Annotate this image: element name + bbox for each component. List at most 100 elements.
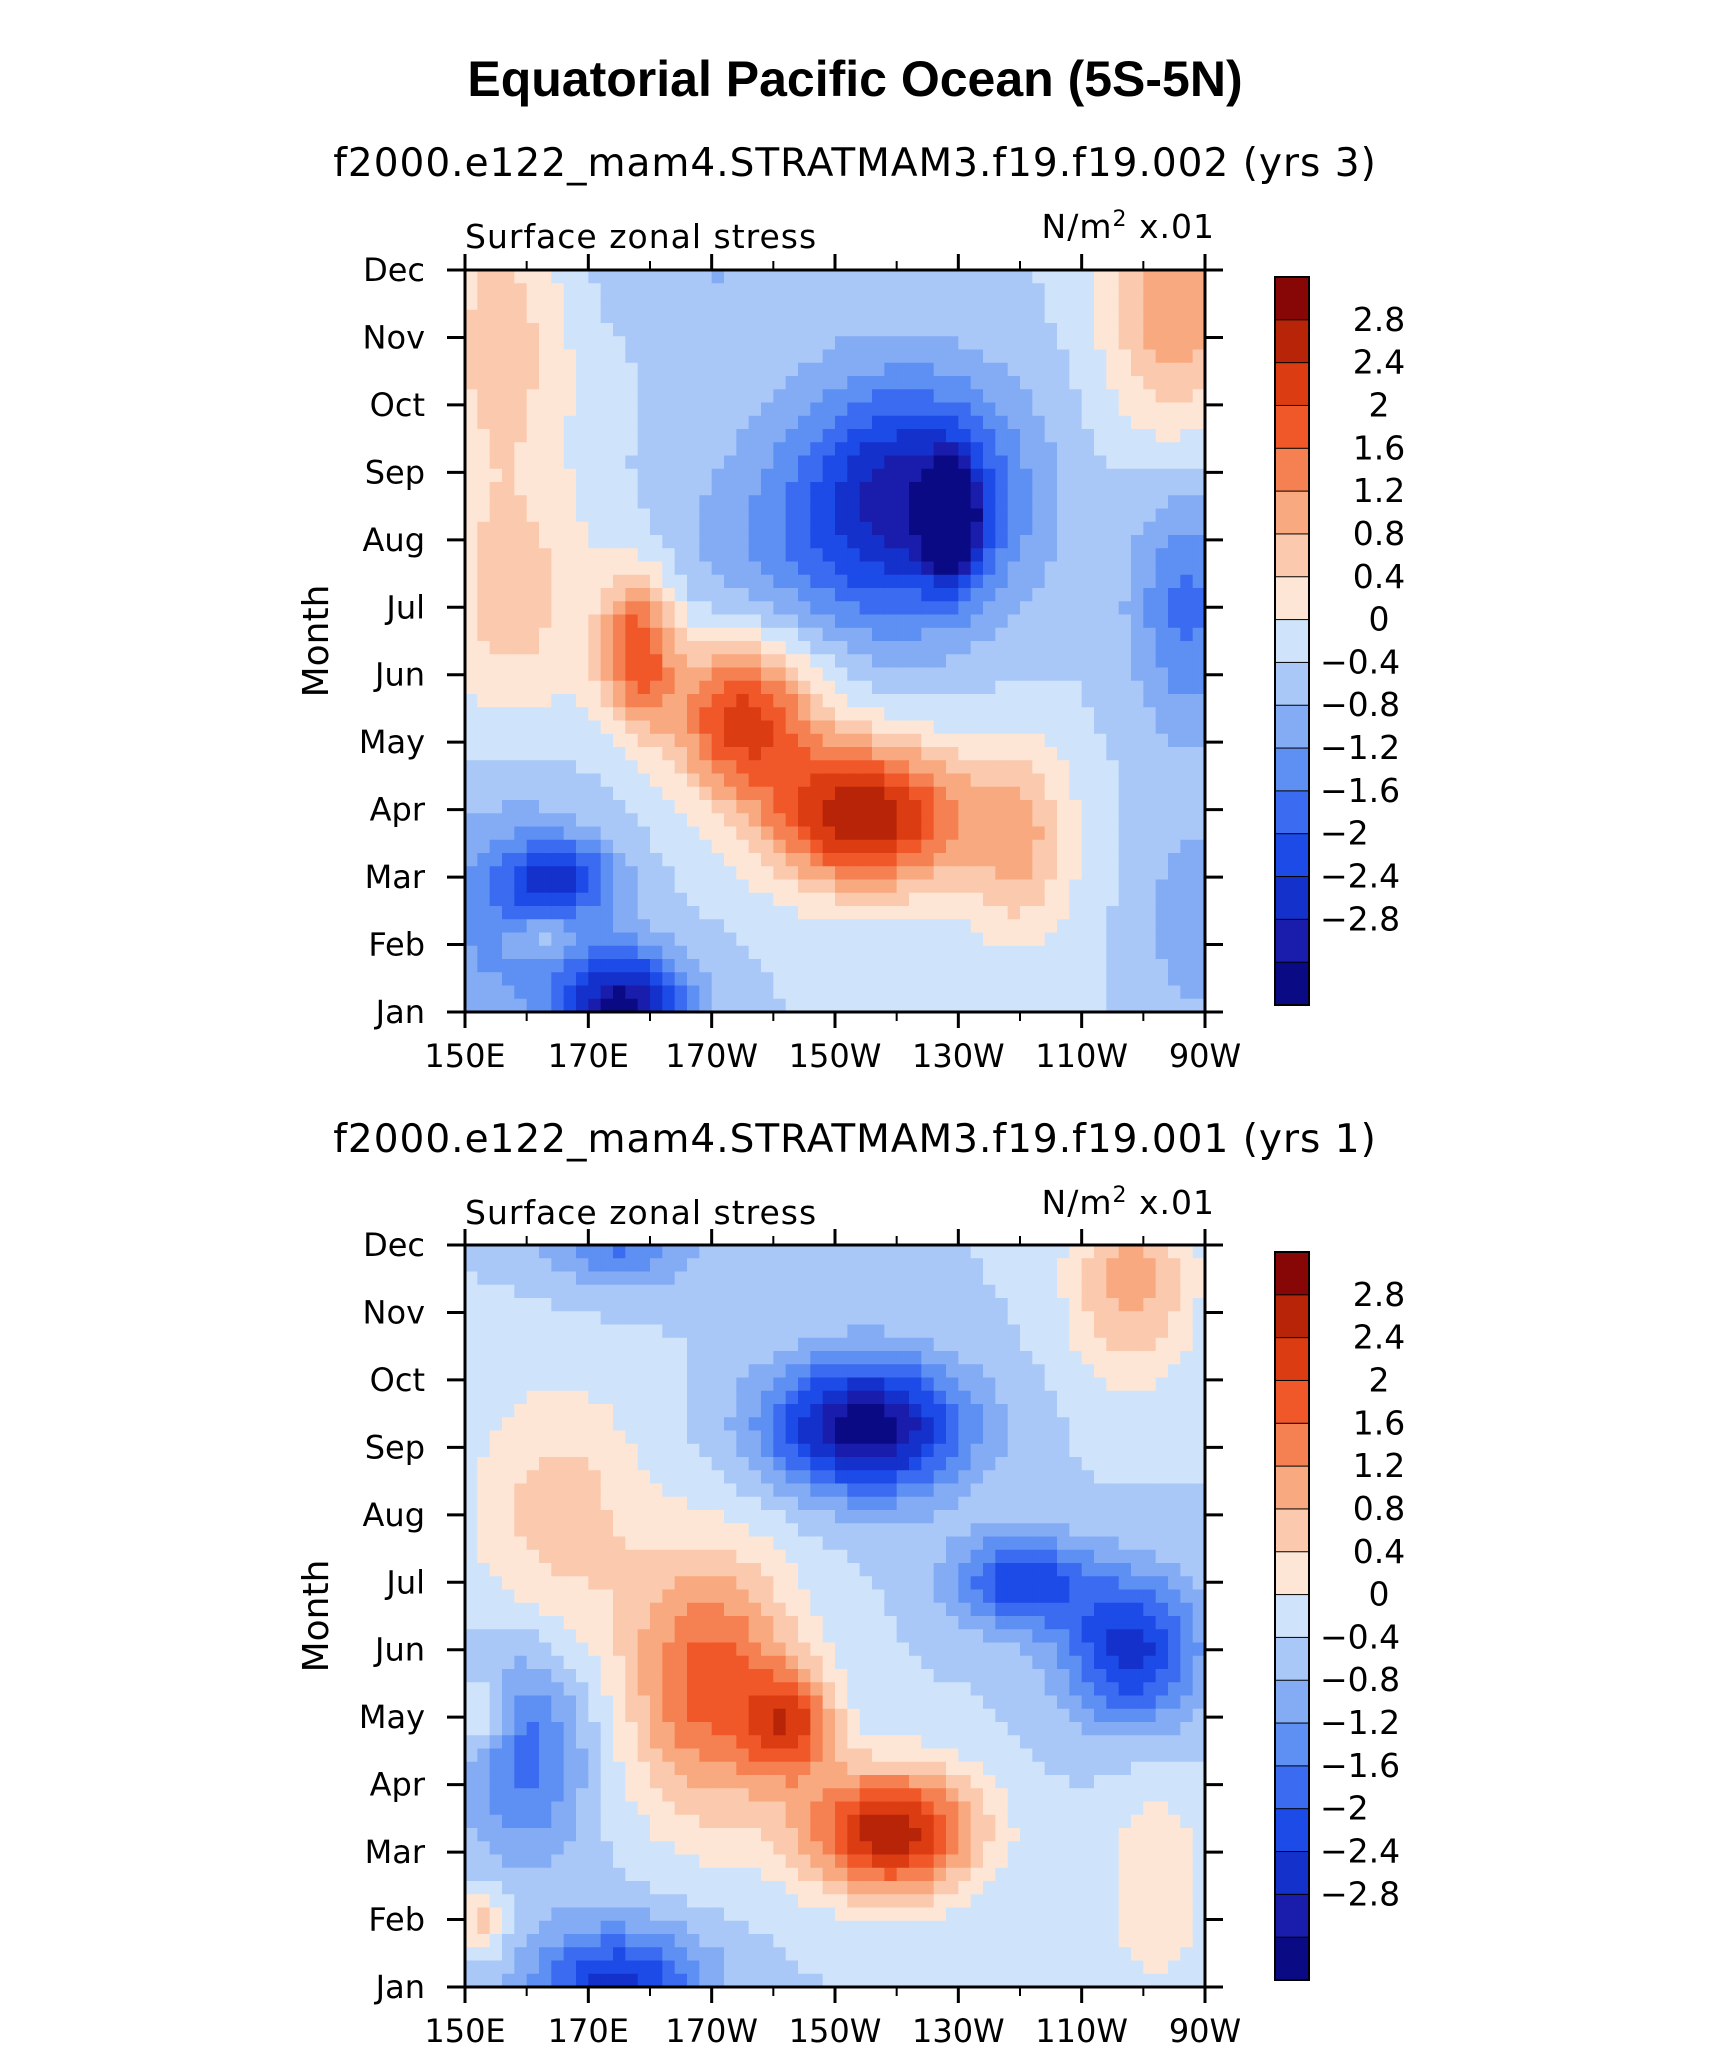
heatmap-cell (798, 389, 811, 404)
heatmap-cell (489, 1364, 503, 1379)
heatmap-cell (650, 1788, 663, 1803)
heatmap-cell (1168, 429, 1181, 443)
heatmap-cell (724, 1748, 737, 1763)
heatmap-cell (625, 296, 639, 311)
heatmap-cell (773, 468, 787, 483)
heatmap-cell (637, 521, 651, 536)
heatmap-cell (613, 548, 626, 563)
heatmap-cell (1180, 442, 1194, 457)
heatmap-cell (687, 733, 700, 748)
heatmap-cell (798, 720, 811, 735)
heatmap-cell (1192, 296, 1205, 311)
heatmap-cell (502, 1523, 515, 1538)
heatmap-cell (761, 1602, 774, 1617)
y-tick-label: Mar (365, 858, 426, 896)
heatmap-cell (946, 508, 959, 523)
heatmap-cell (1131, 535, 1144, 549)
heatmap-cell (711, 1682, 725, 1697)
heatmap-cell (674, 747, 688, 761)
heatmap-cell (699, 707, 713, 722)
heatmap-cell (761, 1629, 774, 1644)
heatmap-cell (1007, 813, 1021, 828)
heatmap-cell (1131, 733, 1144, 748)
heatmap-cell (1081, 786, 1095, 801)
heatmap-cell (773, 521, 787, 536)
heatmap-cell (761, 1920, 774, 1935)
heatmap-cell (699, 1337, 713, 1352)
heatmap-cell (1044, 508, 1058, 523)
heatmap-cell (736, 415, 750, 430)
heatmap-cell (970, 614, 984, 629)
heatmap-cell (958, 376, 972, 390)
heatmap-cell (970, 641, 984, 655)
heatmap-cell (1020, 283, 1033, 298)
colorbar-swatch (1274, 404, 1310, 450)
heatmap-cell (613, 1324, 626, 1339)
heatmap-cell (588, 1629, 602, 1644)
heatmap-cell (563, 442, 577, 457)
heatmap-cell (674, 296, 688, 311)
heatmap-cell (995, 508, 1009, 523)
heatmap-cell (576, 1284, 589, 1299)
heatmap-cell (1106, 362, 1120, 377)
heatmap-cell (933, 786, 947, 801)
heatmap-cell (921, 548, 935, 563)
heatmap-cell (983, 376, 996, 390)
heatmap-cell (600, 1748, 614, 1763)
heatmap-cell (1131, 270, 1144, 284)
heatmap-cell (1007, 733, 1021, 748)
heatmap-cell (785, 800, 799, 814)
heatmap-cell (514, 1271, 528, 1286)
heatmap-cell (588, 1311, 602, 1326)
heatmap-cell (539, 1934, 552, 1948)
heatmap-cell (798, 402, 811, 417)
heatmap-cell (699, 1430, 713, 1445)
heatmap-cell (1143, 959, 1157, 973)
heatmap-cell (1081, 839, 1095, 854)
heatmap-cell (1106, 667, 1120, 682)
heatmap-cell (1032, 548, 1046, 563)
heatmap-cell (465, 959, 478, 973)
heatmap-cell (773, 508, 787, 523)
heatmap-cell (600, 336, 614, 351)
heatmap-cell (662, 389, 676, 404)
heatmap-cell (946, 945, 959, 960)
heatmap-cell (983, 720, 996, 735)
heatmap-cell (896, 468, 910, 483)
heatmap-cell (477, 1510, 491, 1524)
heatmap-cell (773, 1351, 787, 1365)
heatmap-cell (613, 1854, 626, 1869)
heatmap-cell (613, 415, 626, 430)
heatmap-cell (773, 786, 787, 801)
heatmap-cell (576, 415, 589, 430)
heatmap-cell (563, 601, 577, 616)
heatmap-cell (551, 945, 565, 960)
heatmap-cell (687, 1629, 700, 1644)
heatmap-cell (650, 1258, 663, 1273)
heatmap-cell (465, 1443, 478, 1458)
heatmap-cell (551, 866, 565, 881)
heatmap-cell (773, 1801, 787, 1816)
heatmap-cell (613, 1510, 626, 1524)
heatmap-cell (551, 548, 565, 563)
heatmap-cell (810, 866, 824, 881)
heatmap-cell (489, 389, 503, 404)
heatmap-cell (859, 959, 873, 973)
heatmap-cell (576, 601, 589, 616)
heatmap-cell (514, 1470, 528, 1485)
heatmap-cell (1081, 309, 1095, 324)
heatmap-cell (1143, 468, 1157, 483)
heatmap-cell (1106, 283, 1120, 298)
heatmap-cell (847, 747, 861, 761)
heatmap-cell (637, 1947, 651, 1962)
heatmap-cell (625, 1682, 639, 1697)
heatmap-cell (699, 1271, 713, 1286)
heatmap-cell (1007, 468, 1021, 483)
heatmap-cell (748, 442, 762, 457)
heatmap-cell (662, 455, 676, 470)
heatmap-cell (674, 1655, 688, 1670)
heatmap-cell (539, 336, 552, 351)
heatmap-cell (625, 1443, 639, 1458)
heatmap-cell (1180, 402, 1194, 417)
heatmap-cell (526, 588, 540, 602)
